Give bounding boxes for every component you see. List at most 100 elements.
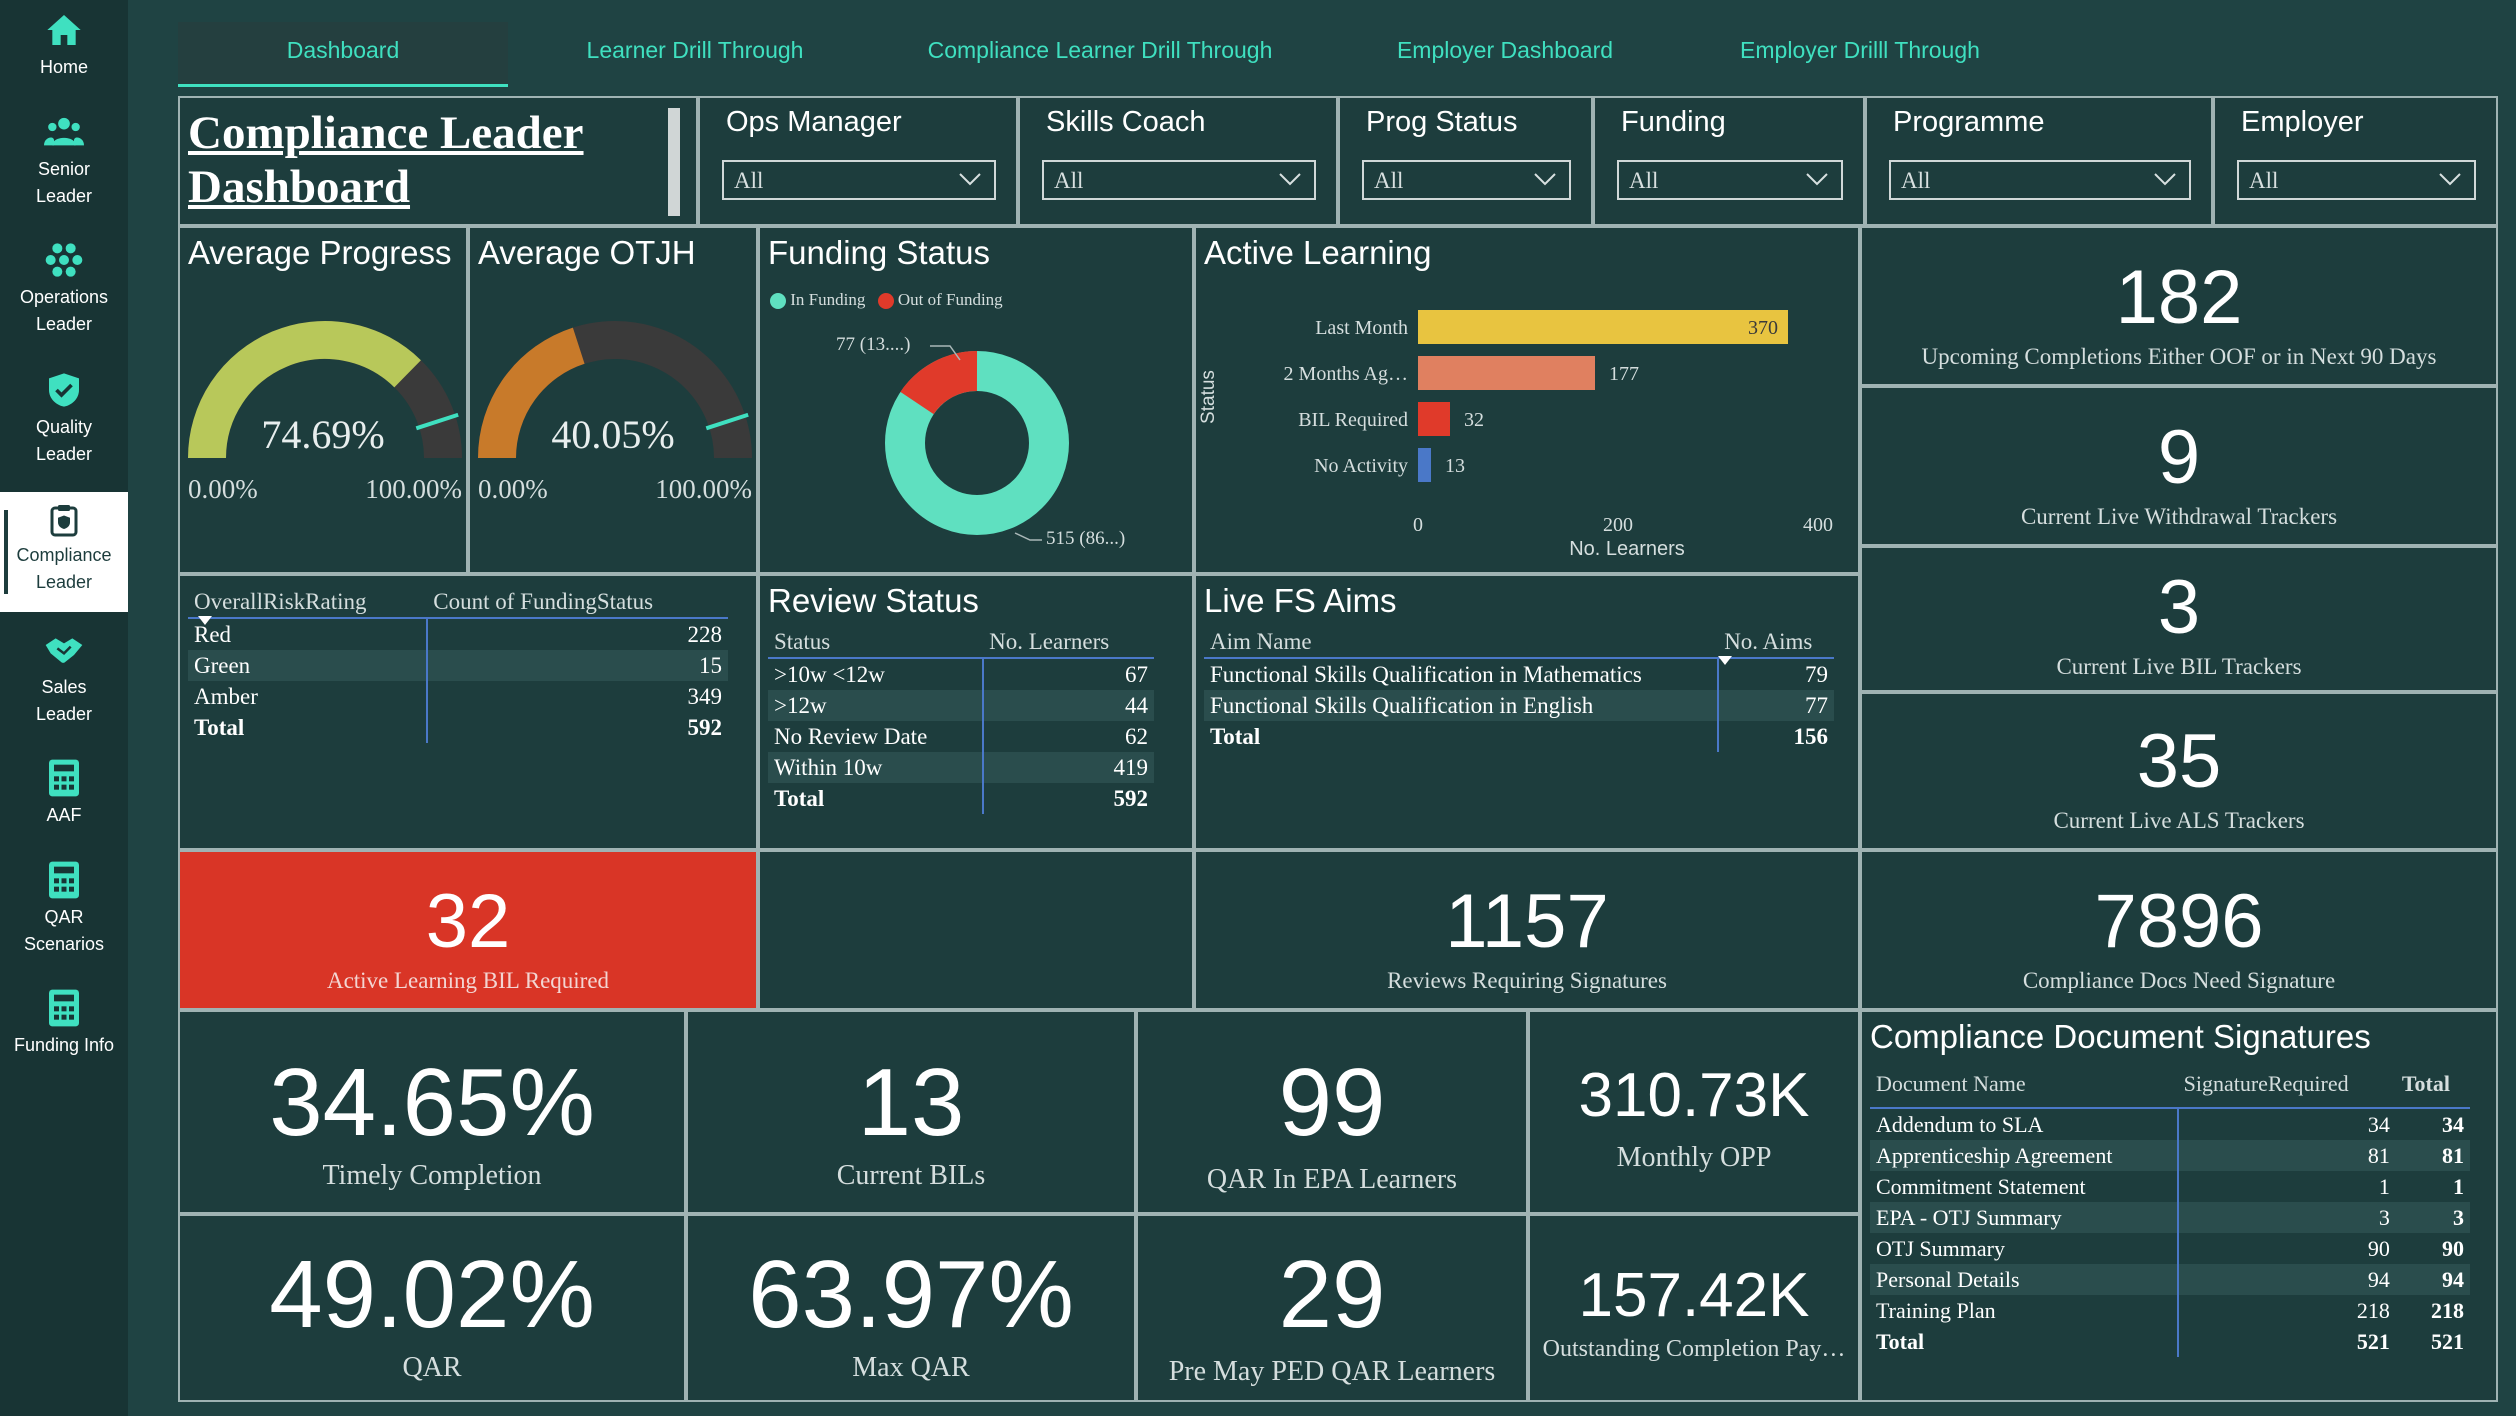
slicer-programme: Programme All [1865, 96, 2213, 226]
programme-dropdown[interactable]: All [1889, 160, 2191, 200]
review-status-table: Status No. Learners >10w <12w 67 >12w 44 No… [768, 626, 1154, 814]
sidebar-item-sales-leader[interactable]: Sales Leader [0, 630, 128, 740]
kpi-label: Compliance Docs Need Signature [2022, 968, 2336, 993]
bar[interactable] [1418, 356, 1595, 390]
column-header[interactable]: OverallRiskRating [188, 586, 428, 619]
sidebar-item-label: Scenarios [23, 934, 105, 954]
risk-rating-table: OverallRiskRating Count of FundingStatus … [188, 586, 728, 743]
skills-coach-dropdown[interactable]: All [1042, 160, 1316, 200]
table-cell: Apprenticeship Agreement [1870, 1140, 2178, 1171]
empty-tile [758, 850, 1194, 1010]
leader-line [1014, 532, 1042, 541]
bar[interactable] [1418, 448, 1431, 482]
compliance-document-signatures-tile: Compliance Document Signatures Document … [1860, 1010, 2498, 1402]
donut-legend: In Funding Out of Funding [770, 290, 1003, 310]
sort-arrow-icon[interactable] [198, 616, 212, 626]
sidebar-item-home[interactable]: Home [0, 10, 128, 90]
sidebar-item-senior-leader[interactable]: Senior Leader [0, 112, 128, 222]
chevron-down-icon [1534, 173, 1556, 186]
sidebar-item-aaf[interactable]: AAF [0, 758, 128, 838]
sidebar-item-qar-scenarios[interactable]: QAR Scenarios [0, 860, 128, 970]
donut-label-out: 77 (13....) [836, 334, 911, 355]
sidebar-item-label: Quality [35, 417, 93, 437]
table-cell: Personal Details [1870, 1264, 2178, 1295]
live-fs-aims-table: Aim Name No. Aims Functional Skills Quali… [1204, 626, 1834, 752]
sort-arrow-icon[interactable] [1718, 656, 1732, 666]
chevron-down-icon [1279, 173, 1301, 186]
table-cell: 67 [982, 658, 1154, 690]
prog-status-dropdown[interactable]: All [1362, 160, 1571, 200]
leader-line [930, 345, 961, 361]
kpi-outstanding-completion: 157.42K Outstanding Completion Pay… [1528, 1214, 1860, 1402]
bar-category-label: Last Month [1315, 317, 1408, 339]
kpi-qar-epa: 99 QAR In EPA Learners [1136, 1010, 1528, 1214]
tile-title: Live FS Aims [1204, 582, 1397, 619]
x-tick-label: 0 [1413, 514, 1423, 536]
column-header[interactable]: Status [768, 626, 984, 659]
sidebar-item-compliance-leader[interactable]: Compliance Leader [0, 492, 128, 612]
table-cell: 15 [426, 650, 728, 681]
kpi-value: 182 [2115, 255, 2243, 340]
table-cell: 521 [2431, 1328, 2464, 1354]
sidebar-item-label: Compliance [16, 545, 112, 565]
bar[interactable] [1418, 310, 1788, 344]
gauge-max: 100.00% [655, 474, 752, 504]
table-row: EPA - OTJ Summary 3 3 [1870, 1202, 2470, 1233]
sidebar-item-label: Home [39, 57, 88, 77]
bar-category-label: No Activity [1314, 455, 1408, 477]
funding-dropdown[interactable]: All [1617, 160, 1843, 200]
kpi-value: 32 [425, 879, 511, 964]
sidebar-item-label: AAF [46, 805, 82, 825]
bar-category-label: BIL Required [1298, 409, 1408, 431]
slicer-ops-manager: Ops Manager All [698, 96, 1018, 226]
column-header[interactable]: No. Aims [1718, 626, 1834, 659]
table-cell: 90 [2176, 1233, 2396, 1264]
table-row: Addendum to SLA 34 34 [1870, 1108, 2470, 1140]
table-cell: 349 [426, 681, 728, 712]
tab-employer-drill-through[interactable]: Employer Drilll Through [1740, 37, 1980, 63]
table-row: OTJ Summary 90 90 [1870, 1233, 2470, 1264]
tab-dashboard[interactable]: Dashboard [178, 22, 508, 87]
table-cell: 44 [982, 690, 1154, 721]
employer-dropdown[interactable]: All [2237, 160, 2476, 200]
kpi-pre-may-ped: 29 Pre May PED QAR Learners [1136, 1214, 1528, 1402]
kpi-upcoming-completions: 182 Upcoming Completions Either OOF or i… [1860, 226, 2498, 386]
kpi-value: 9 [2157, 415, 2201, 500]
gauge-min: 0.00% [188, 474, 258, 504]
slicer-label: Programme [1893, 106, 2045, 138]
table-cell: 218 [2431, 1297, 2464, 1323]
kpi-label: Current BILs [836, 1160, 986, 1191]
kpi-active-learning-bil: 32 Active Learning BIL Required [178, 850, 758, 1010]
sidebar-item-label: Leader [35, 444, 93, 464]
legend-label: Out of Funding [897, 290, 1003, 309]
sidebar-item-funding-info[interactable]: Funding Info [0, 988, 128, 1068]
sidebar-item-quality-leader[interactable]: Quality Leader [0, 370, 128, 480]
tab-employer-dashboard[interactable]: Employer Dashboard [1396, 37, 1614, 63]
column-header[interactable]: Aim Name [1204, 626, 1719, 659]
gauge-value: 40.05% [551, 412, 675, 457]
sidebar-item-label: Operations [19, 287, 109, 307]
gauge-value-arc [478, 327, 586, 459]
column-header[interactable]: Total [2395, 1060, 2470, 1109]
table-total-row: Total 521 521 [1870, 1326, 2470, 1357]
ops-manager-dropdown[interactable]: All [722, 160, 996, 200]
table-cell: 3 [2395, 1202, 2470, 1233]
kpi-monthly-opp: 310.73K Monthly OPP [1528, 1010, 1860, 1214]
column-header[interactable]: Document Name [1870, 1060, 2178, 1109]
title-scrollbar[interactable] [668, 108, 680, 216]
bar[interactable] [1418, 402, 1450, 436]
sidebar: Home Senior Leader Operations Leader Qua… [0, 0, 128, 1416]
active-learning-tile: Active Learning Status Last Month 370 2 Mo… [1194, 226, 1860, 574]
tab-learner-drill-through[interactable]: Learner Drill Through [586, 37, 804, 63]
legend-label: In Funding [790, 290, 866, 309]
table-cell: 592 [426, 712, 728, 743]
column-header[interactable]: No. Learners [983, 626, 1154, 659]
column-header[interactable]: SignatureRequired [2177, 1060, 2396, 1109]
kpi-value: 13 [857, 1049, 965, 1156]
kpi-withdrawal-trackers: 9 Current Live Withdrawal Trackers [1860, 386, 2498, 546]
sidebar-item-operations-leader[interactable]: Operations Leader [0, 240, 128, 350]
home-icon [47, 15, 81, 45]
column-header[interactable]: Count of FundingStatus [427, 586, 728, 619]
kpi-bil-trackers: 3 Current Live BIL Trackers [1860, 546, 2498, 692]
tab-compliance-learner-drill-through[interactable]: Compliance Learner Drill Through [927, 37, 1273, 63]
